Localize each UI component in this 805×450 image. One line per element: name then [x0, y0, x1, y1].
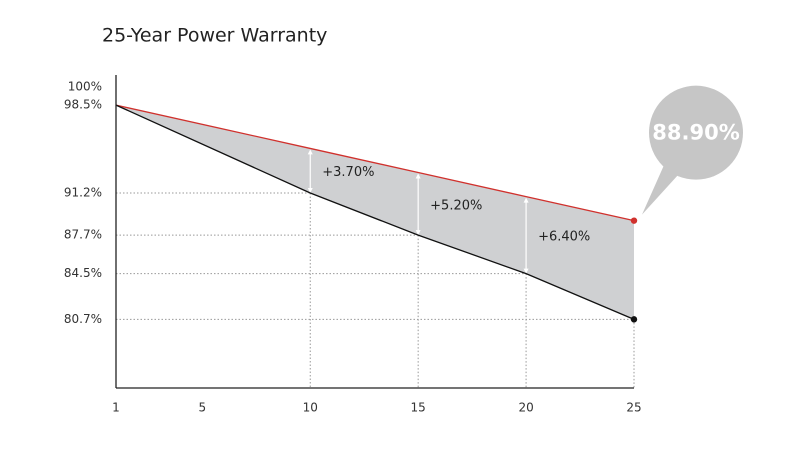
arrow-head: [415, 173, 421, 179]
series-line: [115, 104, 635, 222]
x-tick-label: 20: [518, 401, 533, 415]
x-tick-label: 15: [411, 401, 426, 415]
y-tick-label: 80.7%: [64, 312, 102, 326]
gain-label: +3.70%: [322, 165, 374, 180]
chart-title: 25-Year Power Warranty: [102, 25, 327, 47]
arrow-head: [307, 149, 313, 155]
y-tick-label: 100%: [68, 80, 102, 94]
arrow-head: [523, 268, 529, 274]
x-tick-label: 10: [303, 401, 318, 415]
gain-label: +5.20%: [430, 198, 482, 213]
series-line: [115, 104, 635, 320]
x-tick-label: 5: [199, 401, 207, 415]
end-point: [630, 316, 638, 323]
x-tick-label: 25: [626, 401, 641, 415]
y-tick-label: 98.5%: [64, 98, 102, 112]
callout-tail: [642, 160, 682, 215]
y-tick-label: 87.7%: [64, 228, 102, 242]
arrow-head: [415, 230, 421, 236]
arrow-head: [523, 197, 529, 203]
callout-label: 88.90%: [652, 121, 739, 145]
gap-area: [116, 105, 634, 320]
arrow-head: [307, 187, 313, 193]
x-tick-label: 1: [112, 401, 120, 415]
y-tick-label: 84.5%: [64, 266, 102, 280]
gain-label: +6.40%: [538, 230, 590, 245]
end-point: [630, 217, 638, 224]
y-tick-label: 91.2%: [64, 185, 102, 199]
callout-bubble: [649, 85, 743, 180]
